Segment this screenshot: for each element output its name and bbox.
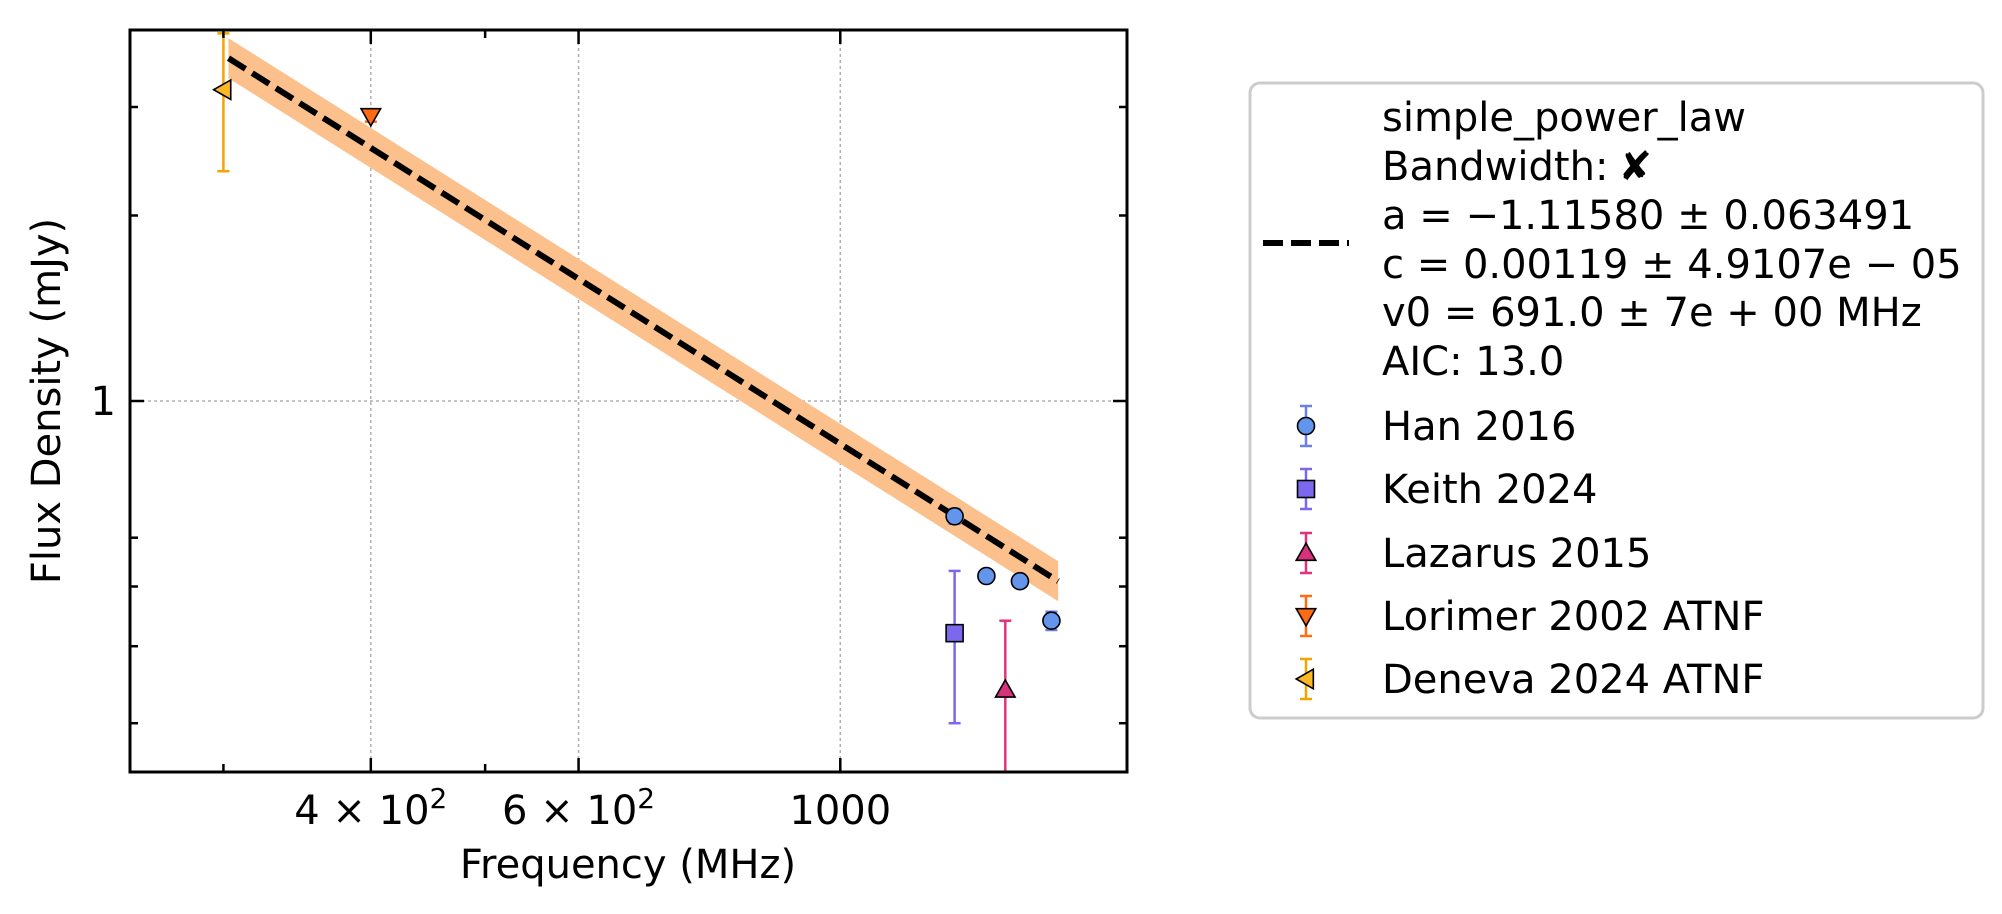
legend-marker-deneva-2024-atnf	[1294, 667, 1315, 691]
legend-entries: Han 2016 Keith 2024 Lazarus 2015 Lorimer 20…	[1294, 404, 1764, 703]
point-lorimer-2002-atnf	[359, 107, 382, 128]
x-tick-mantissa: 4 × 10	[294, 788, 429, 834]
legend-marker-keith-2024	[1296, 479, 1316, 499]
legend-entry-lorimer-2002-atnf: Lorimer 2002 ATNF	[1294, 594, 1764, 640]
legend-fit-param-v0: v0 = 691.0 ± 7e + 00 MHz	[1382, 290, 1922, 336]
x-tick-label: 4 × 102	[294, 782, 447, 834]
legend-entry-han-2016: Han 2016	[1296, 404, 1576, 450]
legend-fit-param-c: c = 0.00119 ± 4.9107e − 05	[1382, 242, 1962, 288]
bandwidth-label: Bandwidth:	[1382, 144, 1608, 190]
x-tick-label: 1000	[789, 788, 891, 834]
point-deneva-2024-atnf	[212, 78, 232, 101]
legend-entry-lazarus-2015: Lazarus 2015	[1294, 531, 1651, 577]
legend-marker-lazarus-2015	[1294, 541, 1318, 562]
legend-label-lazarus-2015: Lazarus 2015	[1382, 531, 1651, 577]
y-axis-label: Flux Density (mJy)	[24, 218, 70, 584]
legend-marker-lorimer-2002-atnf	[1294, 607, 1318, 628]
legend: simple_power_law Bandwidth: ✘ a = −1.1158…	[1248, 81, 1985, 720]
legend-entry-deneva-2024-atnf: Deneva 2024 ATNF	[1294, 657, 1764, 703]
x-tick-exponent: 2	[430, 782, 448, 815]
point-han-2016	[1042, 611, 1061, 631]
errorbar-keith-2024	[948, 569, 961, 725]
x-axis-label: Frequency (MHz)	[460, 842, 796, 888]
legend-entry-keith-2024: Keith 2024	[1296, 467, 1598, 513]
point-keith-2024	[945, 623, 964, 643]
x-tick-label: 6 × 102	[502, 782, 655, 834]
point-han-2016	[945, 506, 964, 526]
point-han-2016	[1010, 571, 1030, 591]
point-lazarus-2015	[994, 678, 1017, 698]
axis-ticks	[130, 30, 1127, 772]
fit-line	[226, 55, 1060, 584]
x-tick-mantissa: 6 × 10	[502, 788, 637, 834]
legend-box	[1248, 81, 1985, 720]
legend-label-lorimer-2002-atnf: Lorimer 2002 ATNF	[1382, 594, 1764, 640]
errorbar-deneva-2024-atnf	[217, 32, 230, 173]
legend-fit-model: simple_power_law	[1382, 95, 1746, 141]
bandwidth-cross-icon: ✘	[1618, 144, 1652, 190]
legend-fit-aic: AIC: 13.0	[1382, 339, 1564, 385]
x-tick-exponent: 2	[637, 782, 655, 815]
plot-area	[212, 32, 1061, 772]
legend-marker-han-2016	[1296, 416, 1316, 436]
legend-label-deneva-2024-atnf: Deneva 2024 ATNF	[1382, 657, 1764, 703]
legend-label-han-2016: Han 2016	[1382, 404, 1576, 450]
grid	[130, 30, 1127, 772]
y-tick-label: 1	[91, 379, 116, 425]
legend-label-keith-2024: Keith 2024	[1382, 467, 1598, 513]
legend-fit-param-a: a = −1.11580 ± 0.063491	[1382, 193, 1914, 239]
legend-fit-bandwidth: Bandwidth: ✘	[1382, 144, 1652, 190]
point-han-2016	[977, 566, 996, 586]
